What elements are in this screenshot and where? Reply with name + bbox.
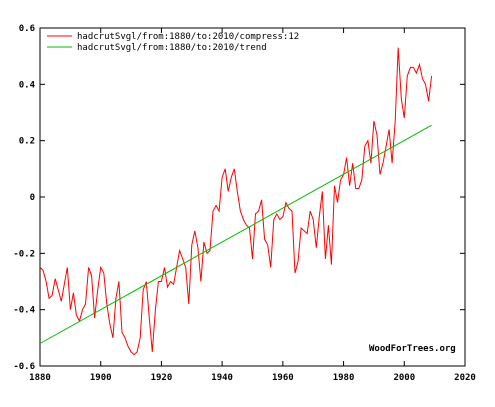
y-tick-label: 0.4: [19, 80, 36, 90]
x-tick-label: 1900: [90, 373, 112, 383]
x-tick-label: 2000: [393, 373, 415, 383]
y-tick-label: 0: [30, 193, 35, 203]
x-tick-label: 1980: [333, 373, 355, 383]
legend: hadcrutSvgl/from:1880/to:2010/compress:1…: [47, 32, 299, 53]
x-tick-label: 2020: [454, 373, 476, 383]
series-layer: [39, 47, 433, 356]
legend-label-trend: hadcrutSvgl/from:1880/to:2010/trend: [77, 43, 267, 53]
y-tick-label: -0.2: [13, 249, 35, 259]
x-axis-ticks: 1880 1900 1920 1940 1960 1980 2000 2020: [29, 28, 476, 383]
y-tick-label: -0.4: [13, 306, 35, 316]
x-tick-label: 1920: [151, 373, 173, 383]
y-tick-label: 0.2: [19, 137, 35, 147]
y-tick-label: 0.6: [19, 24, 35, 34]
series-line-hadcrut: [39, 47, 433, 356]
series-line-trend: [39, 124, 432, 344]
x-tick-label: 1940: [211, 373, 233, 383]
legend-label-hadcrut: hadcrutSvgl/from:1880/to:2010/compress:1…: [77, 32, 299, 42]
x-tick-label: 1960: [272, 373, 294, 383]
plot-area: [39, 27, 466, 367]
x-tick-label: 1880: [29, 373, 51, 383]
credit-label: WoodForTrees.org: [369, 344, 456, 354]
y-axis-ticks: -0.6 -0.4 -0.2 0 0.2 0.4 0.6: [13, 24, 465, 372]
y-tick-label: -0.6: [13, 362, 35, 372]
